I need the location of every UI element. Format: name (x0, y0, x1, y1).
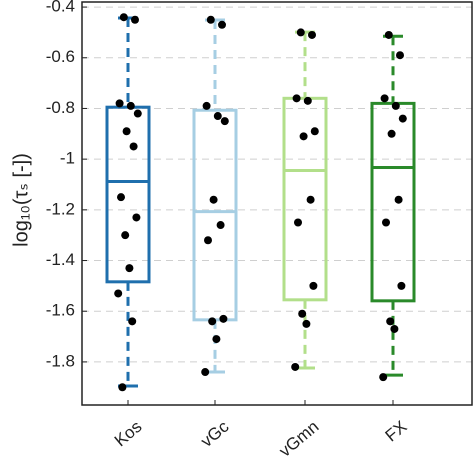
x-tick-label: Kos (111, 417, 146, 450)
x-tick-label: FX (382, 417, 411, 446)
data-point (299, 132, 308, 141)
x-tick-label: vGmn (276, 417, 323, 461)
data-point (394, 195, 403, 204)
box (282, 96, 328, 302)
data-point (291, 362, 300, 371)
y-tick-label: -0.4 (46, 0, 75, 16)
data-point (292, 94, 301, 103)
data-point (306, 195, 315, 204)
data-point (115, 99, 124, 108)
data-point (379, 373, 388, 382)
y-tick-label: -1.6 (46, 301, 75, 320)
data-point (208, 317, 217, 326)
y-tick-label: -0.6 (46, 47, 75, 66)
y-tick-label: -1.8 (46, 351, 75, 370)
box (192, 108, 238, 322)
data-point (212, 335, 221, 344)
data-point (380, 94, 389, 103)
data-point (219, 314, 228, 323)
data-point (220, 117, 229, 126)
y-tick-label: -1.2 (46, 199, 75, 218)
data-point (296, 28, 305, 37)
plot-frame (81, 1, 473, 406)
data-point (391, 101, 400, 110)
data-point (201, 368, 210, 377)
data-point (310, 127, 319, 136)
data-point (382, 218, 390, 227)
data-point (298, 309, 307, 318)
data-point (387, 129, 396, 138)
data-point (302, 319, 311, 328)
data-point (390, 324, 399, 333)
data-point (128, 317, 137, 326)
data-point (308, 30, 316, 39)
y-tick-label: -1.4 (46, 250, 75, 269)
data-point (309, 281, 318, 290)
data-point (202, 101, 211, 110)
data-point (209, 195, 218, 204)
data-point (118, 383, 127, 392)
data-point (133, 109, 142, 118)
x-tick-label: vGc (197, 417, 233, 451)
data-point (204, 236, 212, 245)
data-point (396, 51, 404, 60)
data-point (129, 142, 138, 151)
data-point (303, 96, 312, 105)
data-point (213, 112, 222, 121)
y-tick-label: -1 (60, 149, 75, 168)
data-point (121, 231, 130, 240)
data-point (216, 221, 225, 230)
data-point (218, 20, 226, 29)
data-point (294, 218, 302, 227)
data-point (132, 213, 141, 222)
data-point (114, 289, 123, 298)
data-point (398, 114, 407, 123)
data-point (125, 264, 134, 273)
data-point (117, 193, 125, 202)
data-point (397, 281, 406, 290)
data-point (126, 101, 135, 110)
data-point (386, 317, 395, 326)
data-point (206, 15, 215, 24)
data-point (384, 30, 393, 39)
y-tick-label: -0.8 (46, 98, 75, 117)
y-axis-label: log₁₀(τₛ [-]) (10, 153, 32, 247)
data-point (122, 127, 131, 136)
data-point (131, 15, 139, 24)
data-point (119, 13, 128, 22)
